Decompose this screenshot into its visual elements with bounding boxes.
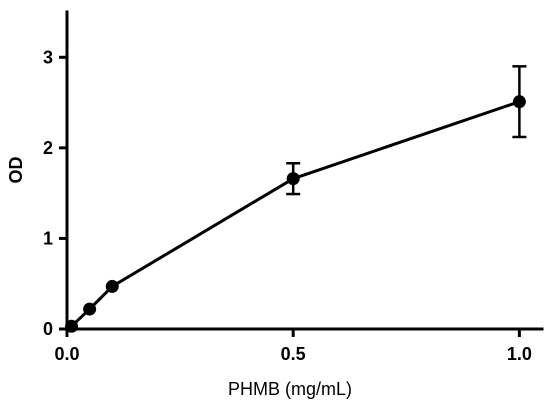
x-tick-label: 1.0: [507, 344, 532, 364]
y-tick-label: 3: [43, 47, 53, 67]
data-point: [286, 172, 300, 186]
y-tick-label: 2: [43, 138, 53, 158]
y-tick-label: 0: [43, 319, 53, 339]
data-point: [512, 95, 526, 109]
axes: [65, 10, 544, 331]
y-tick-label: 1: [43, 228, 53, 248]
x-tick-label: 0.5: [281, 344, 306, 364]
ticks: 0 1 2 3 0.0 0.5 1.0: [43, 47, 532, 364]
y-axis-title: OD: [6, 156, 26, 183]
x-tick-label: 0.0: [54, 344, 79, 364]
series: [65, 65, 527, 333]
series-line: [70, 100, 520, 328]
data-point: [105, 279, 119, 293]
data-point: [65, 319, 79, 333]
x-axis-title: PHMB (mg/mL): [228, 379, 352, 399]
data-point: [83, 302, 97, 316]
